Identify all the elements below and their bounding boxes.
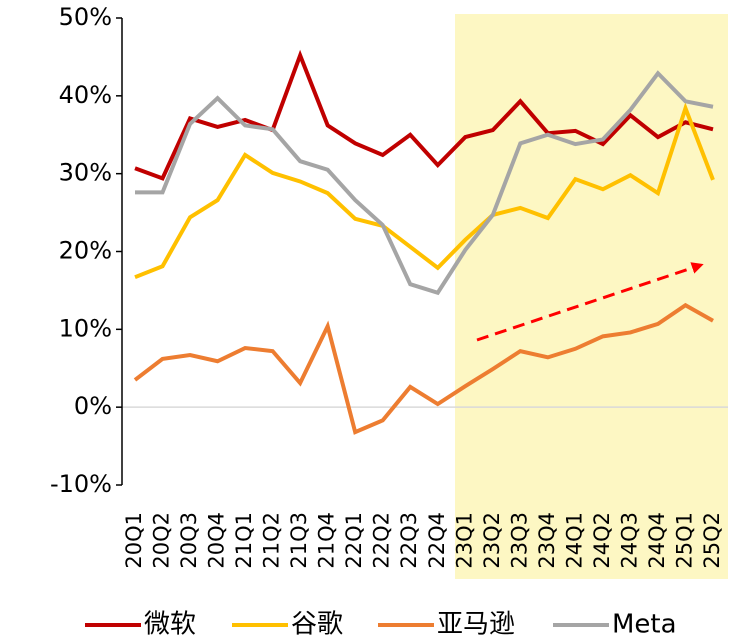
y-tick-label: 20% [59, 237, 112, 265]
x-tick-label: 20Q2 [150, 512, 174, 569]
y-tick-label: 40% [59, 81, 112, 109]
x-tick-label: 25Q1 [672, 512, 696, 569]
trend-arrow [476, 262, 704, 342]
x-tick-label: 20Q1 [122, 512, 146, 569]
x-tick-label: 25Q2 [700, 512, 724, 569]
highlight-region [455, 14, 728, 579]
x-tick-label: 21Q3 [287, 512, 311, 569]
x-tick-label: 22Q4 [425, 512, 449, 569]
x-tick-label: 23Q1 [452, 512, 476, 569]
x-tick-label: 22Q1 [342, 512, 366, 569]
x-tick-label: 22Q2 [370, 512, 394, 569]
x-tick-label: 21Q4 [315, 512, 339, 569]
x-tick-label: 24Q2 [590, 512, 614, 569]
line-series [133, 302, 714, 435]
x-tick-label: 23Q2 [480, 512, 504, 569]
line-series [134, 102, 715, 280]
x-tick-label: 24Q4 [645, 512, 669, 569]
x-tick-label: 24Q3 [617, 512, 641, 569]
x-tick-label: 23Q4 [535, 512, 559, 569]
legend-label: 谷歌 [291, 610, 343, 640]
line-series [134, 49, 714, 181]
y-tick-label: 30% [59, 159, 112, 187]
x-tick-label: 21Q1 [232, 512, 256, 569]
y-tick-label: 0% [74, 392, 112, 420]
line-series [135, 70, 714, 296]
legend-label: 亚马逊 [437, 610, 515, 640]
x-tick-label: 20Q3 [177, 512, 201, 569]
y-tick-label: 50% [59, 3, 112, 31]
y-tick-label: 10% [59, 314, 112, 342]
y-tick-label: -10% [50, 470, 112, 498]
x-tick-label: 20Q4 [205, 512, 229, 569]
x-tick-label: 21Q2 [260, 512, 284, 569]
legend-label: Meta [612, 610, 677, 640]
x-tick-label: 23Q3 [507, 512, 531, 569]
x-tick-label: 22Q3 [397, 512, 421, 569]
legend-label: 微软 [144, 610, 196, 640]
x-tick-label: 24Q1 [562, 512, 586, 569]
